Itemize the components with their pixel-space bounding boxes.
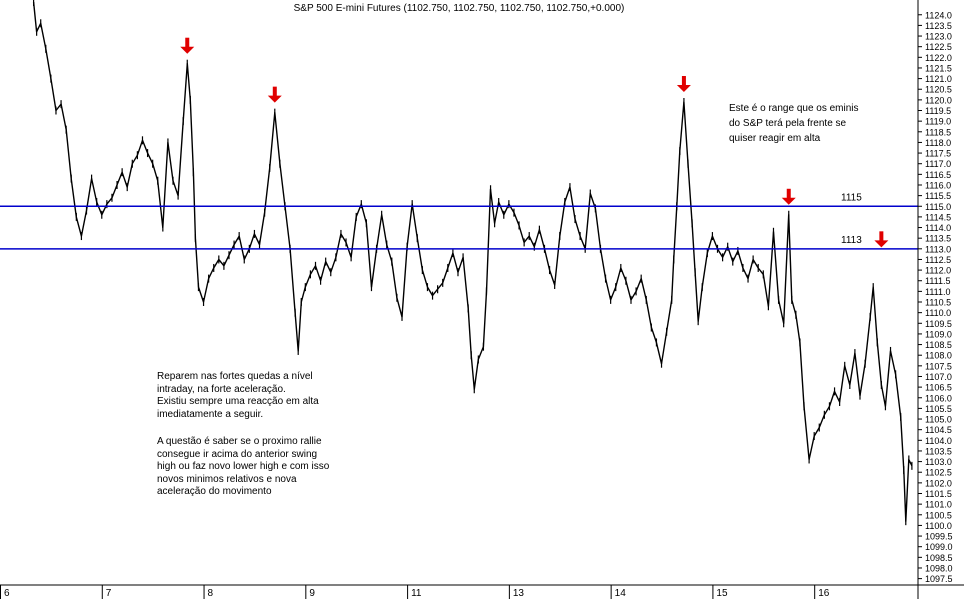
y-tick-label: 1116.0 <box>925 180 951 190</box>
y-tick-label: 1104.0 <box>925 436 952 446</box>
y-tick-label: 1100.0 <box>925 521 952 531</box>
y-tick-label: 1107.0 <box>925 372 952 382</box>
y-tick-label: 1110.0 <box>925 308 951 318</box>
red-arrow-icon <box>874 231 889 248</box>
y-tick-label: 1101.0 <box>925 500 952 510</box>
red-arrow-icon <box>781 188 796 205</box>
x-tick-label: 15 <box>716 588 728 599</box>
x-tick-label: 8 <box>208 588 214 599</box>
y-tick-label: 1108.5 <box>925 340 952 350</box>
y-tick-label: 1114.5 <box>925 212 951 222</box>
y-tick-label: 1118.0 <box>925 138 951 148</box>
y-tick-label: 1122.5 <box>925 42 952 52</box>
y-tick-label: 1118.5 <box>925 127 951 137</box>
y-tick-label: 1100.5 <box>925 510 952 520</box>
y-tick-label: 1113.0 <box>925 244 951 254</box>
y-tick-label: 1110.5 <box>925 298 951 308</box>
x-tick-label: 16 <box>818 588 830 599</box>
chart-title: S&P 500 E-mini Futures (1102.750, 1102.7… <box>293 3 625 14</box>
support-resistance-lines: 1115 1113 <box>0 192 918 250</box>
annotation-range-note: Este é o range que os eminis do S&P terá… <box>729 103 859 144</box>
y-tick-label: 1119.0 <box>925 117 951 127</box>
y-tick-label: 1103.5 <box>925 446 952 456</box>
level-label: 1113 <box>841 235 862 246</box>
y-tick-label: 1111.0 <box>925 287 951 297</box>
annotation-drops-note: Reparem nas fortes quedas a nível intrad… <box>157 371 319 420</box>
y-tick-label: 1124.0 <box>925 10 952 20</box>
y-tick-label: 1111.5 <box>925 276 951 286</box>
x-tick-label: 7 <box>106 588 112 599</box>
y-tick-label: 1097.5 <box>925 574 953 584</box>
plot-area <box>32 0 913 526</box>
y-tick-label: 1104.5 <box>925 425 952 435</box>
y-tick-label: 1117.0 <box>925 159 951 169</box>
x-tick-label: 11 <box>411 588 422 599</box>
y-tick-label: 1108.0 <box>925 351 952 361</box>
level-label: 1115 <box>841 192 862 203</box>
y-tick-label: 1107.5 <box>925 361 952 371</box>
red-arrow-icon <box>267 86 282 103</box>
y-tick-label: 1120.0 <box>925 95 952 105</box>
x-tick-label: 14 <box>615 588 627 599</box>
y-tick-label: 1105.5 <box>925 404 952 414</box>
y-tick-label: 1099.5 <box>925 532 953 542</box>
y-tick-label: 1109.0 <box>925 329 952 339</box>
y-tick-label: 1099.0 <box>925 542 953 552</box>
swing-high-arrows <box>180 37 889 248</box>
y-tick-label: 1105.0 <box>925 415 952 425</box>
y-tick-label: 1114.0 <box>925 223 951 233</box>
annotation-question-note: A questão é saber se o proximo rallie co… <box>157 436 330 497</box>
y-tick-label: 1109.5 <box>925 319 952 329</box>
y-tick-label: 1123.5 <box>925 21 952 31</box>
red-arrow-icon <box>180 37 195 54</box>
y-tick-label: 1112.0 <box>925 266 951 276</box>
y-tick-label: 1103.0 <box>925 457 952 467</box>
x-tick-label: 13 <box>513 588 525 599</box>
y-tick-label: 1102.0 <box>925 478 952 488</box>
y-tick-label: 1106.0 <box>925 393 952 403</box>
y-tick-label: 1098.5 <box>925 553 953 563</box>
y-tick-label: 1115.0 <box>925 202 951 212</box>
y-tick-label: 1112.5 <box>925 255 951 265</box>
y-tick-label: 1117.5 <box>925 149 951 159</box>
y-tick-label: 1122.0 <box>925 53 952 63</box>
y-tick-label: 1116.5 <box>925 170 951 180</box>
price-series-line <box>32 1 913 522</box>
x-tick-label: 6 <box>4 588 10 599</box>
y-tick-label: 1115.5 <box>925 191 951 201</box>
y-tick-label: 1119.5 <box>925 106 951 116</box>
y-tick-label: 1102.5 <box>925 468 952 478</box>
y-tick-label: 1120.5 <box>925 85 952 95</box>
y-tick-label: 1123.0 <box>925 32 952 42</box>
x-tick-label: 9 <box>309 588 315 599</box>
y-tick-label: 1121.0 <box>925 74 952 84</box>
y-tick-label: 1113.5 <box>925 234 951 244</box>
y-tick-label: 1121.5 <box>925 63 952 73</box>
red-arrow-icon <box>676 76 691 93</box>
y-tick-label: 1098.0 <box>925 563 953 573</box>
y-tick-label: 1106.5 <box>925 383 952 393</box>
y-tick-label: 1101.5 <box>925 489 952 499</box>
